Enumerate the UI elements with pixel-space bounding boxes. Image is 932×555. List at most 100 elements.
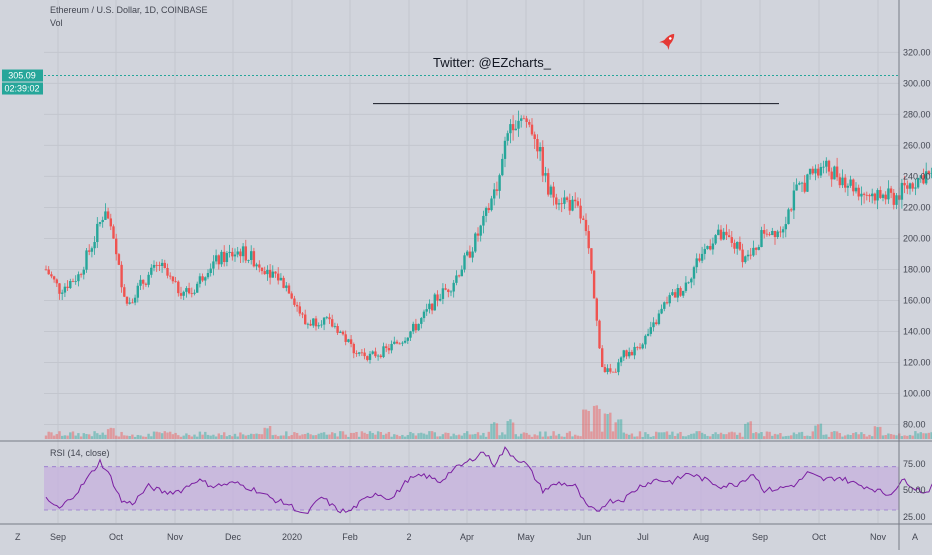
candle-body: [412, 323, 415, 332]
volume-bar: [860, 432, 863, 439]
volume-bar: [771, 435, 774, 439]
volume-bar: [776, 434, 779, 439]
volume-bar: [239, 432, 242, 439]
volume-bar: [268, 425, 272, 439]
volume-bar: [862, 434, 866, 439]
candle-body: [798, 183, 801, 185]
candle-body: [506, 133, 509, 141]
candle-body: [922, 175, 925, 184]
price-tick-label: 240.00: [903, 171, 931, 181]
candle-body: [903, 182, 906, 186]
candle-body: [166, 268, 169, 276]
volume-bar: [101, 432, 104, 439]
candle-body: [700, 253, 704, 261]
volume-bar: [236, 436, 239, 439]
countdown-value: 02:39:02: [4, 84, 39, 94]
candle-body: [58, 283, 61, 294]
candle-body: [55, 279, 58, 284]
volume-bar: [260, 434, 264, 439]
candle-body: [717, 229, 720, 236]
volume-bar: [511, 422, 515, 439]
candle-body: [763, 230, 766, 234]
candle-body: [638, 347, 642, 349]
volume-bar: [341, 431, 345, 439]
price-tick-label: 80.00: [903, 419, 926, 429]
volume-bar: [584, 409, 588, 439]
candle-body: [800, 182, 804, 184]
candle-body: [860, 193, 863, 197]
candle-body: [177, 281, 180, 294]
candle-body: [298, 306, 301, 314]
candle-body: [757, 247, 760, 250]
candle-body: [787, 209, 790, 225]
volume-bar: [155, 431, 158, 439]
twitter-annotation[interactable]: Twitter: @EZcharts_: [433, 55, 552, 70]
rsi-axis[interactable]: 75.00 50.00 25.00: [903, 459, 926, 522]
candle-body: [387, 348, 391, 351]
volume-bar: [590, 431, 593, 439]
price-axis[interactable]: 320.00 300.00 280.00 260.00 240.00 220.00 200.…: [903, 47, 931, 429]
volume-bar: [673, 435, 677, 439]
volume-bar: [206, 434, 210, 439]
volume-bar: [228, 434, 231, 439]
volume-bar: [185, 433, 188, 439]
candle-body: [101, 219, 104, 223]
candlestick-series[interactable]: [44, 71, 932, 376]
volume-bar: [692, 433, 696, 439]
volume-bar: [360, 431, 364, 439]
candle-body: [139, 279, 142, 286]
candle-body: [193, 292, 196, 294]
volume-bar: [592, 405, 596, 439]
candle-body: [520, 118, 523, 121]
volume-bar: [55, 434, 58, 439]
candle-body: [711, 243, 715, 250]
volume-bar: [217, 433, 220, 439]
volume-bar: [452, 433, 455, 439]
candle-body: [82, 269, 85, 275]
candle-body: [671, 292, 674, 296]
candle-body: [541, 147, 544, 176]
volume-bar: [652, 436, 655, 439]
candle-body: [895, 195, 898, 205]
volume-bar: [387, 431, 391, 439]
volume-bar: [827, 436, 831, 439]
rocket-icon: [659, 33, 675, 50]
volume-bar: [684, 436, 688, 439]
volume-bar: [517, 436, 520, 439]
candle-body: [652, 322, 655, 328]
candle-body: [358, 352, 361, 354]
volume-bar: [293, 432, 296, 439]
auto-scale-button[interactable]: A: [912, 532, 918, 542]
timezone-corner-button[interactable]: Z: [15, 532, 21, 542]
candle-body: [317, 325, 320, 327]
candle-body: [887, 188, 890, 200]
volume-bar: [347, 436, 350, 439]
volume-bar: [649, 436, 652, 439]
volume-bar: [873, 426, 877, 439]
volume-bar: [711, 434, 715, 439]
candle-body: [123, 287, 126, 297]
volume-bar: [841, 436, 844, 439]
volume-bar: [881, 435, 885, 439]
candle-body: [69, 281, 72, 288]
rsi-line[interactable]: [45, 446, 932, 514]
volume-bar: [800, 431, 804, 439]
volume-bar: [722, 434, 725, 439]
volume-bar: [131, 434, 134, 439]
volume-bar: [922, 433, 925, 439]
volume-bar: [695, 431, 698, 439]
volume-bar: [417, 433, 420, 439]
volume-bar: [304, 434, 307, 439]
volume-bar: [376, 431, 380, 439]
volume-bar: [884, 435, 887, 439]
candle-body: [889, 188, 893, 193]
volume-bar: [895, 435, 898, 439]
candle-body: [115, 238, 118, 255]
time-axis[interactable]: Sep Oct Nov Dec 2020 Feb 2 Apr May Jun Jul Aug Sep Oc…: [50, 532, 887, 542]
last-price-value: 305.09: [8, 71, 36, 81]
volume-bar: [322, 432, 326, 439]
candle-body: [790, 209, 793, 211]
candle-body: [528, 122, 531, 125]
price-tick-label: 120.00: [903, 357, 931, 367]
